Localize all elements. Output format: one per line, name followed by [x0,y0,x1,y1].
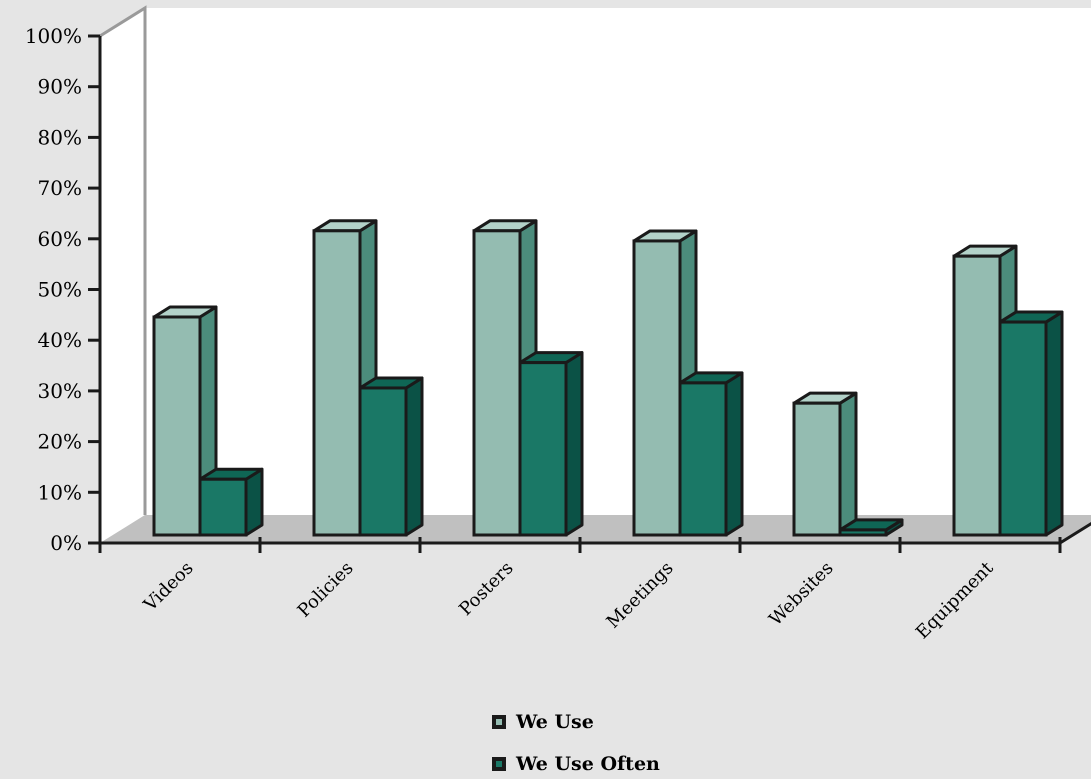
bar-front [152,315,202,537]
bar-front [358,386,408,537]
chart-walls [99,5,1091,543]
bar-we-use-often-posters [518,351,584,537]
bar-side [1044,310,1064,537]
legend-swatch [496,761,502,767]
bar-front [198,477,248,537]
legend-item-we-use: We Use [492,711,594,733]
y-tick-label: 10% [38,480,82,504]
bar-we-use-often-equipment [998,310,1064,537]
bar-we-use-often-policies [358,376,424,537]
y-tick-label: 0% [50,531,82,555]
bar-we-use-often-videos [198,467,264,537]
bar-we-use-websites [792,391,858,537]
bar-front [998,320,1048,537]
bar-front [678,381,728,537]
bar-side [838,391,858,537]
legend-swatch [496,719,502,725]
bar-front [792,401,842,537]
y-tick-label: 40% [38,328,82,352]
y-tick-label: 70% [38,176,82,200]
legend-label: We Use [515,711,594,733]
bar-front [518,361,568,537]
x-tick-label: Policies [294,558,358,622]
side-wall-edge [99,5,147,515]
x-tick-label: Videos [139,558,197,616]
bar-we-use-often-websites [838,518,904,537]
bar-front [472,229,522,537]
y-tick-label: 100% [25,24,82,48]
y-tick-label: 30% [38,379,82,403]
x-tick-label: Websites [765,558,837,630]
back-wall [145,8,1091,515]
bar-we-use-often-meetings [678,371,744,537]
bars-group [152,219,1064,537]
bar-side [724,371,744,537]
y-tick-label: 80% [38,125,82,149]
legend: We Use We Use Often [492,711,660,775]
y-tick-label: 50% [38,278,82,302]
bar-we-use-posters [472,219,538,537]
x-tick-label: Posters [455,558,517,620]
legend-item-we-use-often: We Use Often [492,753,660,775]
bar-front [312,229,362,537]
y-tick-label: 20% [38,430,82,454]
y-tick-label: 60% [38,227,82,251]
bar-side [404,376,424,537]
legend-label: We Use Often [515,753,660,775]
x-tick-label: Equipment [912,557,998,643]
x-tick-label: Meetings [603,558,678,633]
bar-side [564,351,584,537]
side-wall [100,8,145,543]
bar-front [632,239,682,537]
y-tick-label: 90% [38,75,82,99]
bar-front [838,528,888,537]
bar-front [952,254,1002,537]
